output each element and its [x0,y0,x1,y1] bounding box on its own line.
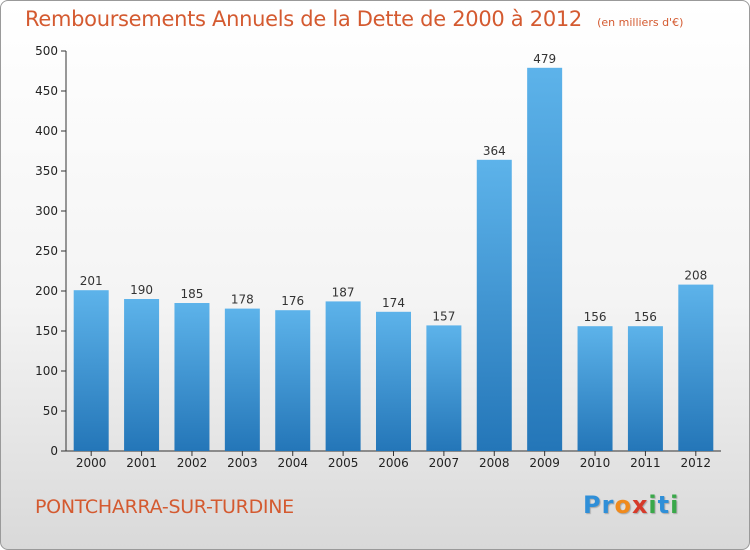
bar-2004 [275,310,311,451]
x-tick-label: 2004 [277,456,308,470]
bar-2001 [124,299,160,451]
bar-value-label: 157 [432,309,455,323]
bar-value-label: 178 [231,293,254,307]
x-tick-label: 2011 [630,456,661,470]
bar-value-label: 156 [634,310,657,324]
bar-value-label: 187 [332,285,355,299]
bar-2009 [527,67,563,452]
bar-2003 [224,308,260,451]
x-tick-label: 2001 [126,456,157,470]
bar-value-label: 156 [584,310,607,324]
y-tick-label: 450 [35,84,58,98]
bar-value-label: 176 [281,294,304,308]
bar-2011 [627,326,663,451]
chart-subtitle: (en milliers d'€) [597,16,684,29]
bar-2012 [678,284,714,451]
y-tick-label: 500 [35,44,58,58]
bar-value-label: 190 [130,283,153,297]
x-tick-label: 2006 [378,456,409,470]
x-tick-label: 2008 [479,456,510,470]
y-tick-label: 300 [35,204,58,218]
y-tick-label: 100 [35,364,58,378]
x-tick-label: 2003 [227,456,258,470]
y-tick-label: 50 [43,404,58,418]
y-tick-label: 350 [35,164,58,178]
x-tick-label: 2009 [529,456,560,470]
x-tick-label: 2000 [76,456,107,470]
logo-letter: r [601,491,615,519]
x-tick-label: 2002 [177,456,208,470]
bars: 201 2000 190 2001 185 2002 178 2003 176 2004 187 20… [73,52,714,470]
x-tick-label: 2007 [429,456,460,470]
bar-value-label: 479 [533,52,556,66]
logo-letter: o [614,491,632,519]
bar-2005 [325,301,361,451]
y-tick-label: 0 [50,444,58,458]
logo-letter: i [648,491,658,519]
x-tick-label: 2005 [328,456,359,470]
bar-2006 [376,311,411,451]
bar-2010 [577,326,613,451]
bar-2007 [426,325,462,451]
bar-value-label: 174 [382,296,405,310]
bar-2008 [476,159,512,452]
axes: 0 50 100 150 200 250 300 350 400 450 500 [35,44,721,458]
bar-value-label: 201 [80,274,103,288]
y-tick-label: 250 [35,244,58,258]
bar-2002 [174,303,210,451]
y-tick-label: 150 [35,324,58,338]
logo-letter: x [631,491,649,519]
logo-letter: i [670,491,680,519]
x-tick-label: 2012 [681,456,712,470]
bar-2000 [73,290,109,451]
proxiti-logo[interactable]: Proxiti [583,491,679,519]
title-row: Remboursements Annuels de la Dette de 20… [25,7,683,31]
commune-name: PONTCHARRA-SUR-TURDINE [35,496,294,518]
x-tick-label: 2010 [580,456,611,470]
logo-letter: t [657,491,671,519]
y-tick-label: 400 [35,124,58,138]
bar-value-label: 208 [684,269,707,283]
y-tick-label: 200 [35,284,58,298]
bar-value-label: 364 [483,144,506,158]
chart-title: Remboursements Annuels de la Dette de 20… [25,7,582,31]
bar-value-label: 185 [181,287,204,301]
logo-letter: P [583,491,602,519]
